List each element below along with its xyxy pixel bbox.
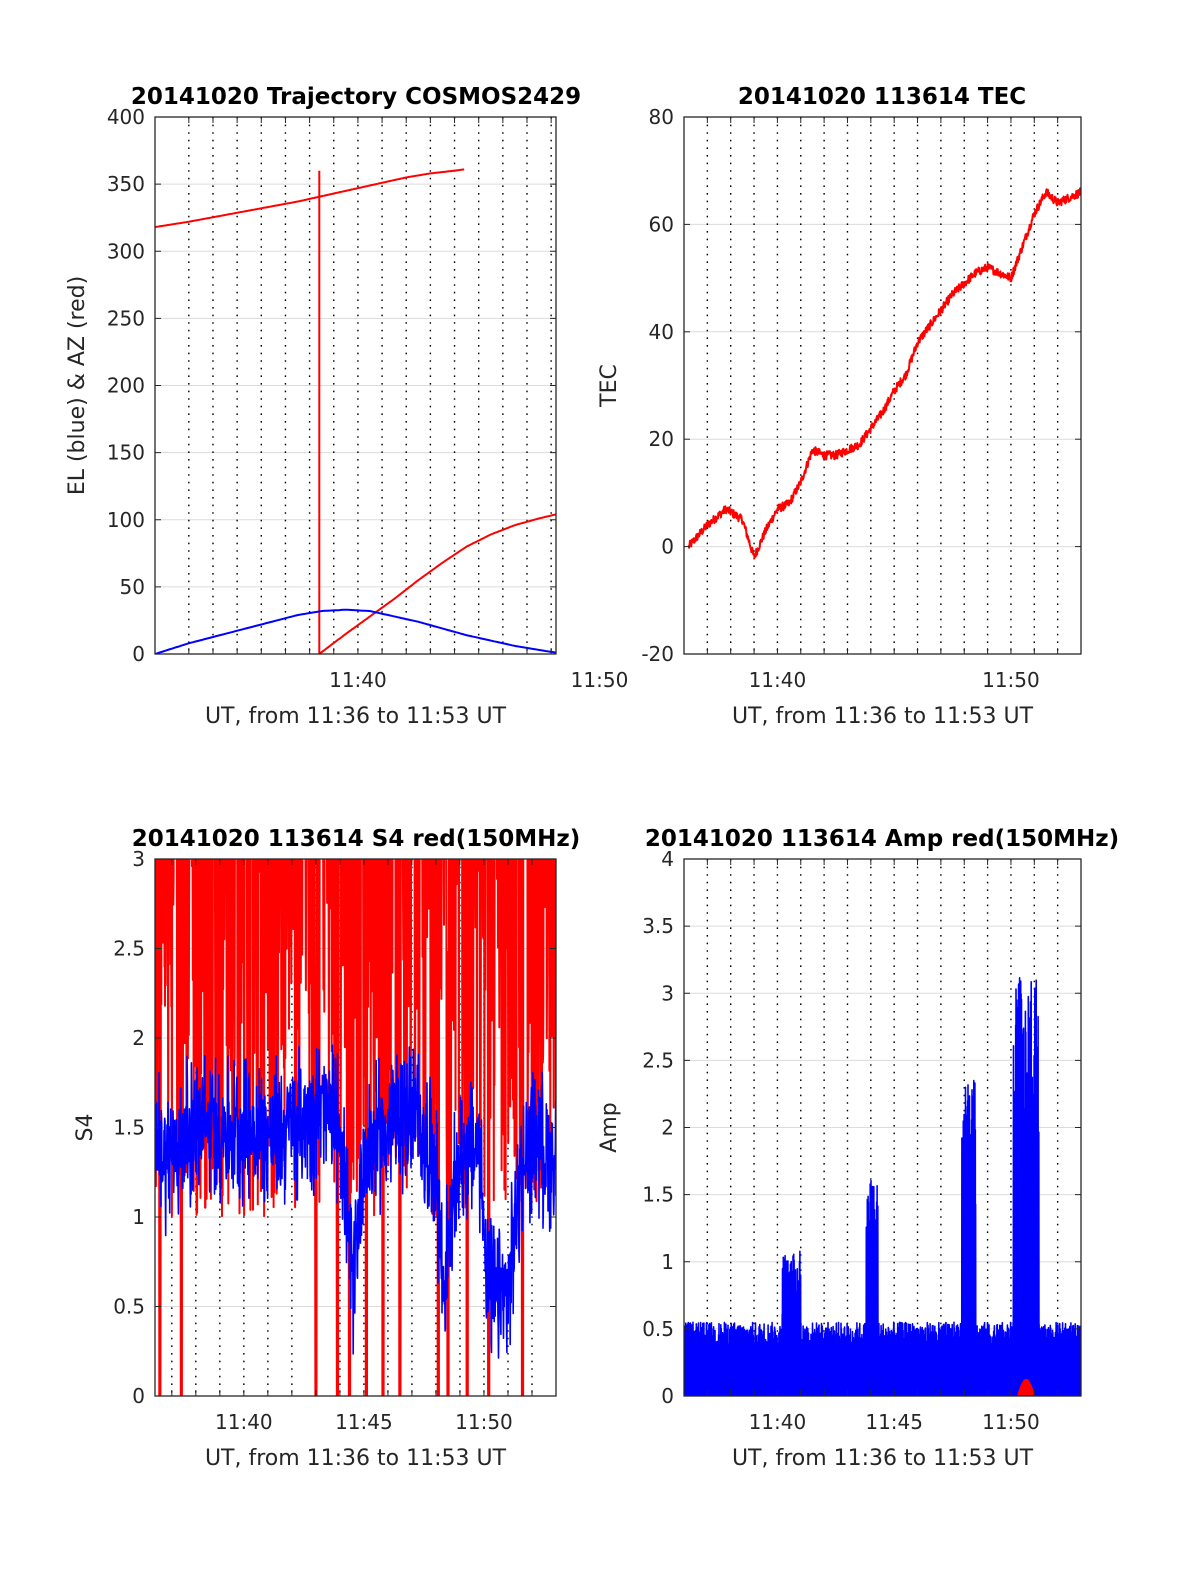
y-tick-label: 0.5	[642, 1317, 674, 1341]
y-tick-label: 1	[132, 1205, 145, 1229]
x-axis-label: UT, from 11:36 to 11:53 UT	[732, 704, 1034, 729]
y-tick-label: 400	[107, 105, 145, 129]
y-tick-label: 250	[107, 306, 145, 330]
plot-frame	[683, 116, 1082, 655]
chart-title: 20141020 113614 Amp red(150MHz)	[645, 826, 1119, 852]
y-tick-label: 2	[661, 1116, 674, 1140]
y-axis-label: S4	[73, 1114, 98, 1142]
y-tick-label: 2.5	[113, 937, 145, 961]
y-tick-label: 1.5	[113, 1116, 145, 1140]
x-tick-label: 11:50	[455, 1410, 513, 1434]
y-tick-label: 2	[132, 1026, 145, 1050]
y-tick-label: 4	[661, 847, 674, 871]
x-tick-label: 11:50	[571, 668, 629, 692]
x-tick-label: 11:45	[335, 1410, 393, 1434]
y-tick-label: 3	[661, 981, 674, 1005]
y-tick-label: 150	[107, 441, 145, 465]
chart-s4: 0 0.5 1 1.5 2 2.5 3 11:40 11:45 11:50 20141020 113…	[73, 826, 581, 1471]
x-axis-label: UT, from 11:36 to 11:53 UT	[732, 1446, 1034, 1471]
series-red-line	[687, 187, 1081, 559]
series-red-line	[1017, 1378, 1036, 1396]
y-tick-label: 80	[649, 105, 674, 129]
series-blue-line	[684, 977, 1081, 1396]
y-tick-label: 350	[107, 172, 145, 196]
chart-tec: -20 0 20 40 60 80 11:40 11:50 20141020 113614 TE…	[597, 84, 1082, 729]
y-tick-label: 1.5	[642, 1183, 674, 1207]
y-tick-label: 50	[120, 575, 145, 599]
y-tick-label: 40	[649, 320, 674, 344]
chart-trajectory: 0 50 100 150 200 250 300 350 400 11:40 11:50 201410…	[65, 84, 628, 729]
series-red-line	[155, 859, 556, 1396]
y-tick-label: 0	[132, 642, 145, 666]
chart-amp: 0 0.5 1 1.5 2 2.5 3 3.5 4 11:40 11:45 11:50 20141020…	[597, 826, 1119, 1471]
x-tick-label: 11:50	[982, 1410, 1040, 1434]
y-tick-label: 1	[661, 1250, 674, 1274]
y-tick-label: 0	[132, 1384, 145, 1408]
x-tick-label: 11:40	[749, 1410, 807, 1434]
chart-title: 20141020 113614 TEC	[738, 84, 1026, 110]
series-group	[684, 977, 1081, 1396]
y-tick-label: 200	[107, 374, 145, 398]
y-tick-label: 0	[661, 535, 674, 559]
x-tick-label: 11:45	[865, 1410, 923, 1434]
series-blue-line	[155, 608, 556, 654]
x-tick-label: 11:40	[329, 668, 387, 692]
y-tick-label: 20	[649, 427, 674, 451]
y-tick-label: 3	[132, 847, 145, 871]
series-group	[687, 187, 1081, 559]
x-tick-label: 11:50	[982, 668, 1040, 692]
x-axis-label: UT, from 11:36 to 11:53 UT	[205, 1446, 507, 1471]
y-tick-label: 0	[661, 1384, 674, 1408]
y-tick-label: 3.5	[642, 914, 674, 938]
y-tick-label: -20	[641, 642, 674, 666]
x-tick-label: 11:40	[749, 668, 807, 692]
series-red-line	[155, 168, 465, 229]
x-tick-label: 11:40	[215, 1410, 273, 1434]
y-tick-label: 0.5	[113, 1295, 145, 1319]
x-axis-label: UT, from 11:36 to 11:53 UT	[205, 704, 507, 729]
chart-title: 20141020 Trajectory COSMOS2429	[131, 84, 581, 110]
y-tick-label: 100	[107, 508, 145, 532]
y-tick-label: 300	[107, 239, 145, 263]
series-blue-line	[155, 1044, 556, 1359]
y-axis-label: Amp	[597, 1102, 622, 1152]
series-red-line	[318, 513, 556, 654]
series-group	[155, 168, 556, 654]
y-tick-label: 2.5	[642, 1048, 674, 1072]
y-axis-label: EL (blue) & AZ (red)	[65, 276, 90, 495]
y-axis-label: TEC	[597, 364, 622, 408]
chart-title: 20141020 113614 S4 red(150MHz)	[132, 826, 581, 852]
series-group	[155, 859, 556, 1396]
y-tick-label: 60	[649, 212, 674, 236]
